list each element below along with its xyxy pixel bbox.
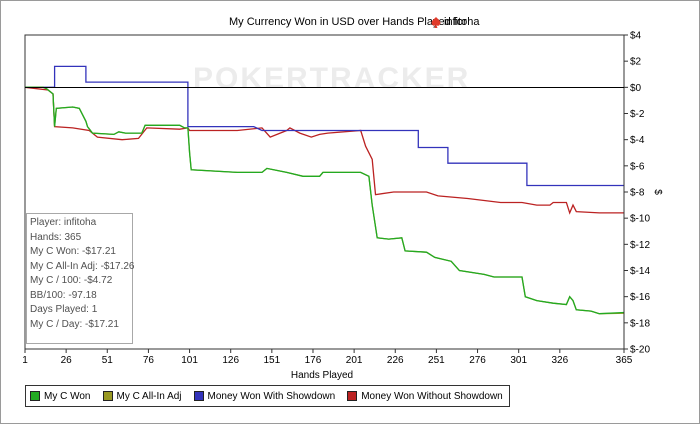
- x-tick-label: 76: [143, 355, 155, 366]
- legend-item-with-showdown[interactable]: Money Won With Showdown: [193, 390, 336, 402]
- x-tick-label: 326: [551, 355, 568, 366]
- legend-swatch: [347, 391, 358, 401]
- legend-label: My C All-In Adj: [116, 390, 182, 402]
- chart-legend: My C Won My C All-In Adj Money Won With …: [25, 385, 510, 407]
- legend-swatch: [193, 391, 204, 401]
- x-axis-label: Hands Played: [291, 370, 353, 381]
- series-line-money-won-without-showdown: [24, 86, 624, 215]
- legend-label: Money Won Without Showdown: [361, 390, 503, 402]
- legend-swatch: [102, 391, 113, 401]
- y-axis-ticks: $4 $2 $0 $-2 $-4 $-6 $-8 $-10 $-12 $-14 $-16 $-18 $-…: [624, 31, 650, 356]
- x-tick-label: 26: [61, 355, 73, 366]
- legend-label: My C Won: [44, 390, 91, 402]
- x-tick-label: 251: [428, 355, 445, 366]
- x-tick-label: 101: [181, 355, 198, 366]
- y-axis-label: $: [652, 189, 663, 195]
- pokertracker-logo-icon: [431, 17, 441, 28]
- y-tick-label: $-16: [630, 292, 650, 303]
- x-tick-label: 151: [263, 355, 280, 366]
- y-tick-label: $-12: [630, 240, 650, 251]
- y-tick-label: $-20: [630, 345, 650, 356]
- stat-player: Player: infitoha: [30, 217, 97, 228]
- y-tick-label: $-18: [630, 318, 650, 329]
- stats-panel: Player: infitoha Hands: 365 My C Won: -$…: [26, 213, 135, 344]
- stat-allin-adj: My C All-In Adj: -$17.26: [30, 260, 135, 272]
- x-tick-label: 51: [102, 355, 114, 366]
- series-line-money-won-with-showdown: [25, 65, 624, 187]
- x-tick-label: 226: [387, 355, 404, 366]
- chart-player-name: infitoha: [444, 16, 480, 28]
- y-tick-label: $-2: [630, 109, 645, 120]
- series-line-my-c-won: [25, 86, 625, 315]
- y-tick-label: $-14: [630, 266, 650, 277]
- stat-bb-100: BB/100: -97.18: [30, 289, 97, 301]
- legend-item-without-showdown[interactable]: Money Won Without Showdown: [347, 391, 503, 402]
- legend-item-my-c-won[interactable]: My C Won: [30, 391, 91, 402]
- x-tick-label: 301: [510, 355, 527, 366]
- y-tick-label: $-8: [630, 188, 645, 199]
- legend-item-all-in-adj[interactable]: My C All-In Adj: [102, 390, 182, 402]
- stat-per-day: My C / Day: -$17.21: [30, 318, 119, 330]
- y-tick-label: $4: [630, 31, 642, 42]
- pokertracker-watermark: POKERTRACKER: [193, 62, 470, 95]
- series-layer: [24, 65, 625, 315]
- x-tick-label: 176: [305, 355, 322, 366]
- x-tick-label: 1: [22, 355, 28, 366]
- stat-hands: Hands: 365: [30, 231, 82, 243]
- x-tick-label: 126: [222, 355, 239, 366]
- y-tick-label: $-4: [630, 135, 645, 146]
- chart-title: My Currency Won in USD over Hands Played…: [229, 16, 467, 28]
- chart-title-group: My Currency Won in USD over Hands Played…: [229, 16, 480, 28]
- x-tick-label: 276: [469, 355, 486, 366]
- x-axis-ticks: 1 26 51 76 101 126 151 176 201 226 251 276 301 326 365: [22, 349, 633, 366]
- legend-label: Money Won With Showdown: [207, 390, 336, 402]
- x-tick-label: 365: [616, 355, 633, 366]
- y-tick-label: $-6: [630, 161, 645, 172]
- stat-won: My C Won: -$17.21: [30, 246, 116, 257]
- x-tick-label: 201: [346, 355, 363, 366]
- stat-days-played: Days Played: 1: [30, 304, 98, 315]
- y-tick-label: $-10: [630, 214, 650, 225]
- y-tick-label: $2: [630, 57, 642, 68]
- legend-swatch: [30, 391, 40, 401]
- y-tick-label: $0: [630, 83, 642, 94]
- stat-per-100: My C / 100: -$4.72: [30, 275, 113, 286]
